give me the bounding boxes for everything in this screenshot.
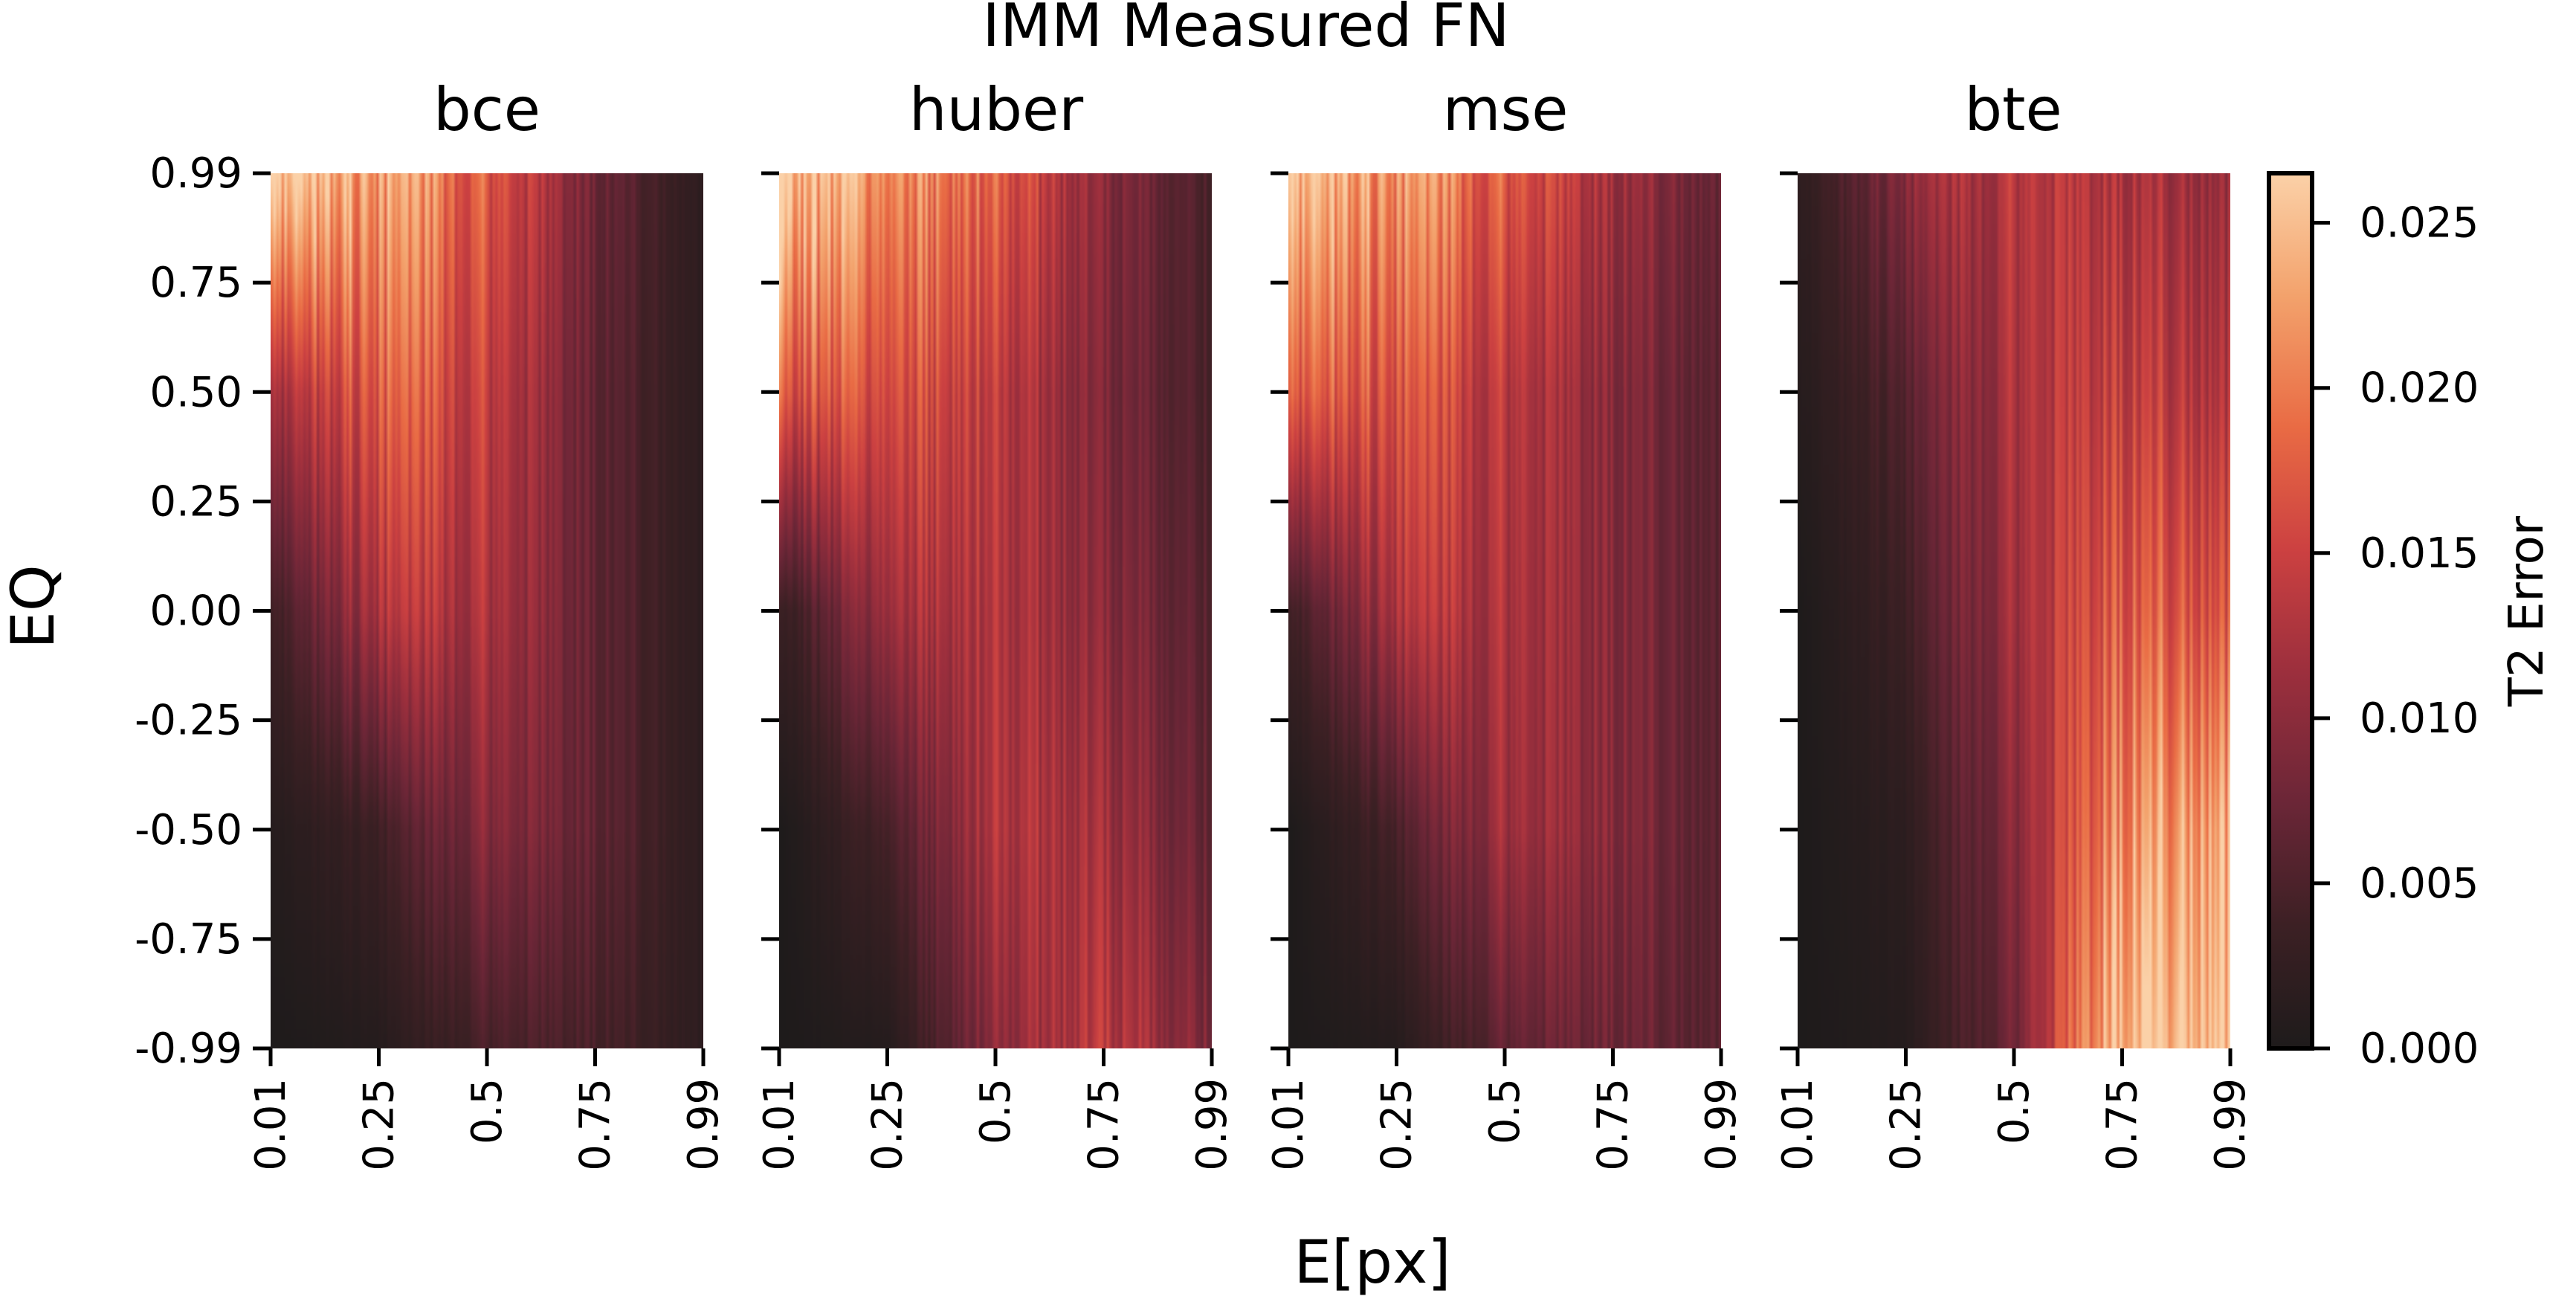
- panel-title-bce: bce: [433, 75, 540, 144]
- x-tick-label: 0.5: [972, 1078, 1020, 1144]
- x-tick-label: 0.75: [1589, 1078, 1638, 1171]
- colorbar-tick-label: 0.010: [2360, 694, 2479, 743]
- x-tick-label: 0.01: [247, 1078, 295, 1171]
- y-tick-label: 0.50: [149, 368, 242, 416]
- colorbar-fill: [2269, 173, 2312, 1048]
- y-axis-label: EQ: [0, 564, 68, 649]
- heatmap-huber: [779, 173, 1212, 1048]
- panel-title-bte: bte: [1964, 75, 2062, 144]
- panel-bte: bte: [1798, 75, 2230, 1048]
- y-tick-label: -0.50: [135, 806, 242, 854]
- x-tick-label: 0.25: [864, 1078, 912, 1171]
- panel-mse: mse: [1288, 75, 1721, 1048]
- y-tick-label: 0.99: [149, 149, 242, 198]
- x-tick-label: 0.99: [2207, 1078, 2255, 1171]
- colorbar-label: T2 Error: [2499, 515, 2554, 707]
- x-tick-label: 0.75: [1080, 1078, 1129, 1171]
- panel-title-mse: mse: [1443, 75, 1569, 144]
- panel-bce: bce: [271, 75, 703, 1048]
- panel-title-huber: huber: [909, 75, 1083, 144]
- colorbar-tick-label: 0.025: [2360, 199, 2479, 248]
- x-tick-label: 0.75: [572, 1078, 620, 1171]
- x-tick-label: 0.99: [1188, 1078, 1236, 1171]
- x-tick-label: 0.99: [679, 1078, 728, 1171]
- x-tick-label: 0.25: [1373, 1078, 1421, 1171]
- colorbar-tick-label: 0.015: [2360, 529, 2479, 578]
- colorbar-frame: [2267, 171, 2314, 1051]
- x-tick-label: 0.01: [755, 1078, 804, 1171]
- x-tick-label: 0.75: [2099, 1078, 2147, 1171]
- y-tick-label: -0.99: [135, 1025, 242, 1073]
- x-tick-label: 0.25: [355, 1078, 404, 1171]
- figure-title: IMM Measured FN: [982, 0, 1509, 60]
- y-tick-label: 0.00: [149, 587, 242, 636]
- heatmap-bte: [1798, 173, 2230, 1048]
- y-tick-label: -0.75: [135, 915, 242, 964]
- x-tick-label: 0.5: [1481, 1078, 1529, 1144]
- heatmap-bce: [271, 173, 703, 1048]
- panel-huber: huber: [779, 75, 1212, 1048]
- x-tick-label: 0.25: [1882, 1078, 1931, 1171]
- y-tick-label: 0.75: [149, 259, 242, 307]
- colorbar-tick-label: 0.000: [2360, 1025, 2479, 1073]
- colorbar-tick-label: 0.005: [2360, 860, 2479, 908]
- x-axis-label: E[px]: [1294, 1228, 1450, 1297]
- x-tick-label: 0.5: [463, 1078, 511, 1144]
- x-tick-label: 0.5: [1990, 1078, 2038, 1144]
- x-tick-label: 0.99: [1697, 1078, 1746, 1171]
- axes-ticks: 0.99 0.75 0.50 0.25 0.00 -0.25 -0.50 -0.75 -0.99…: [135, 149, 2255, 1171]
- y-tick-label: 0.25: [149, 477, 242, 526]
- colorbar: 0.000 0.005 0.010 0.015 0.020 0.025 T2 Error: [2267, 171, 2554, 1073]
- colorbar-tick-label: 0.020: [2360, 364, 2479, 413]
- y-tick-label: -0.25: [135, 697, 242, 745]
- x-tick-label: 0.01: [1774, 1078, 1822, 1171]
- x-tick-label: 0.01: [1265, 1078, 1313, 1171]
- heatmap-mse: [1288, 173, 1721, 1048]
